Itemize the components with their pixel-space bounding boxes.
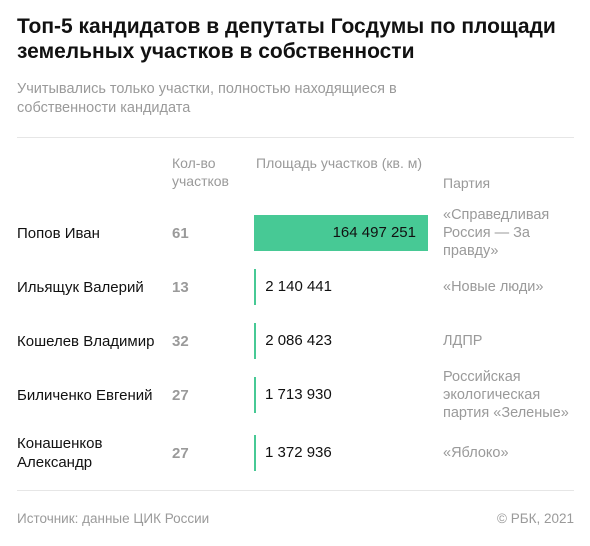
area-value-label: 2 086 423 <box>265 332 332 349</box>
party-name: «Яблоко» <box>443 445 509 461</box>
area-bar <box>254 269 257 305</box>
area-value-label: 1 713 930 <box>265 386 332 403</box>
party-name: ЛДПР <box>443 333 483 349</box>
top-divider <box>17 137 574 138</box>
area-bar-track: 2 140 441 <box>254 269 428 305</box>
candidate-name: Конашенков Александр <box>17 435 103 471</box>
area-bar-track: 1 372 936 <box>254 435 428 471</box>
chart-title: Топ-5 кандидатов в депутаты Госдумы по п… <box>17 15 556 63</box>
party-name: «Новые люди» <box>443 279 544 295</box>
candidate-name: Попов Иван <box>17 224 100 242</box>
column-header-party: Партия <box>443 175 491 191</box>
plot-count: 27 <box>172 386 189 404</box>
plot-count: 32 <box>172 332 189 350</box>
source-note: Источник: данные ЦИК России <box>17 511 210 526</box>
plot-count: 61 <box>172 224 189 242</box>
candidate-name: Кошелев Владимир <box>17 332 155 350</box>
area-value-label: 1 372 936 <box>265 444 332 461</box>
candidate-name: Биличенко Евгений <box>17 386 153 404</box>
area-bar <box>254 435 256 471</box>
table-row: Ильящук Валерий 13 2 140 441 «Новые люди» <box>0 262 590 312</box>
chart-subtitle: Учитывались только участки, полностью на… <box>17 81 397 116</box>
area-bar <box>254 323 257 359</box>
candidate-name: Ильящук Валерий <box>17 278 144 296</box>
table-row: Биличенко Евгений 27 1 713 930 Российская э… <box>0 369 590 421</box>
table-row: Попов Иван 61 164 497 251 «Справедливая Рос… <box>0 207 590 259</box>
table-row: Кошелев Владимир 32 2 086 423 ЛДПР <box>0 316 590 366</box>
table-row: Конашенков Александр 27 1 372 936 «Яблоко» <box>0 428 590 478</box>
plot-count: 13 <box>172 278 189 296</box>
area-bar-track: 164 497 251 <box>254 215 428 251</box>
area-value-label: 2 140 441 <box>265 278 332 295</box>
area-value-label: 164 497 251 <box>332 224 416 241</box>
area-bar-track: 2 086 423 <box>254 323 428 359</box>
party-name: «Справедливая Россия — За правду» <box>443 207 550 259</box>
column-header-count: Кол-во участков <box>172 155 229 189</box>
copyright-note: © РБК, 2021 <box>497 511 574 526</box>
plot-count: 27 <box>172 444 189 462</box>
area-bar <box>254 215 428 251</box>
area-bar-track: 1 713 930 <box>254 377 428 413</box>
bottom-divider <box>17 490 574 491</box>
area-bar <box>254 377 256 413</box>
column-header-area: Площадь участков (кв. м) <box>256 155 423 171</box>
party-name: Российская экологическая партия «Зеленые… <box>443 369 569 421</box>
